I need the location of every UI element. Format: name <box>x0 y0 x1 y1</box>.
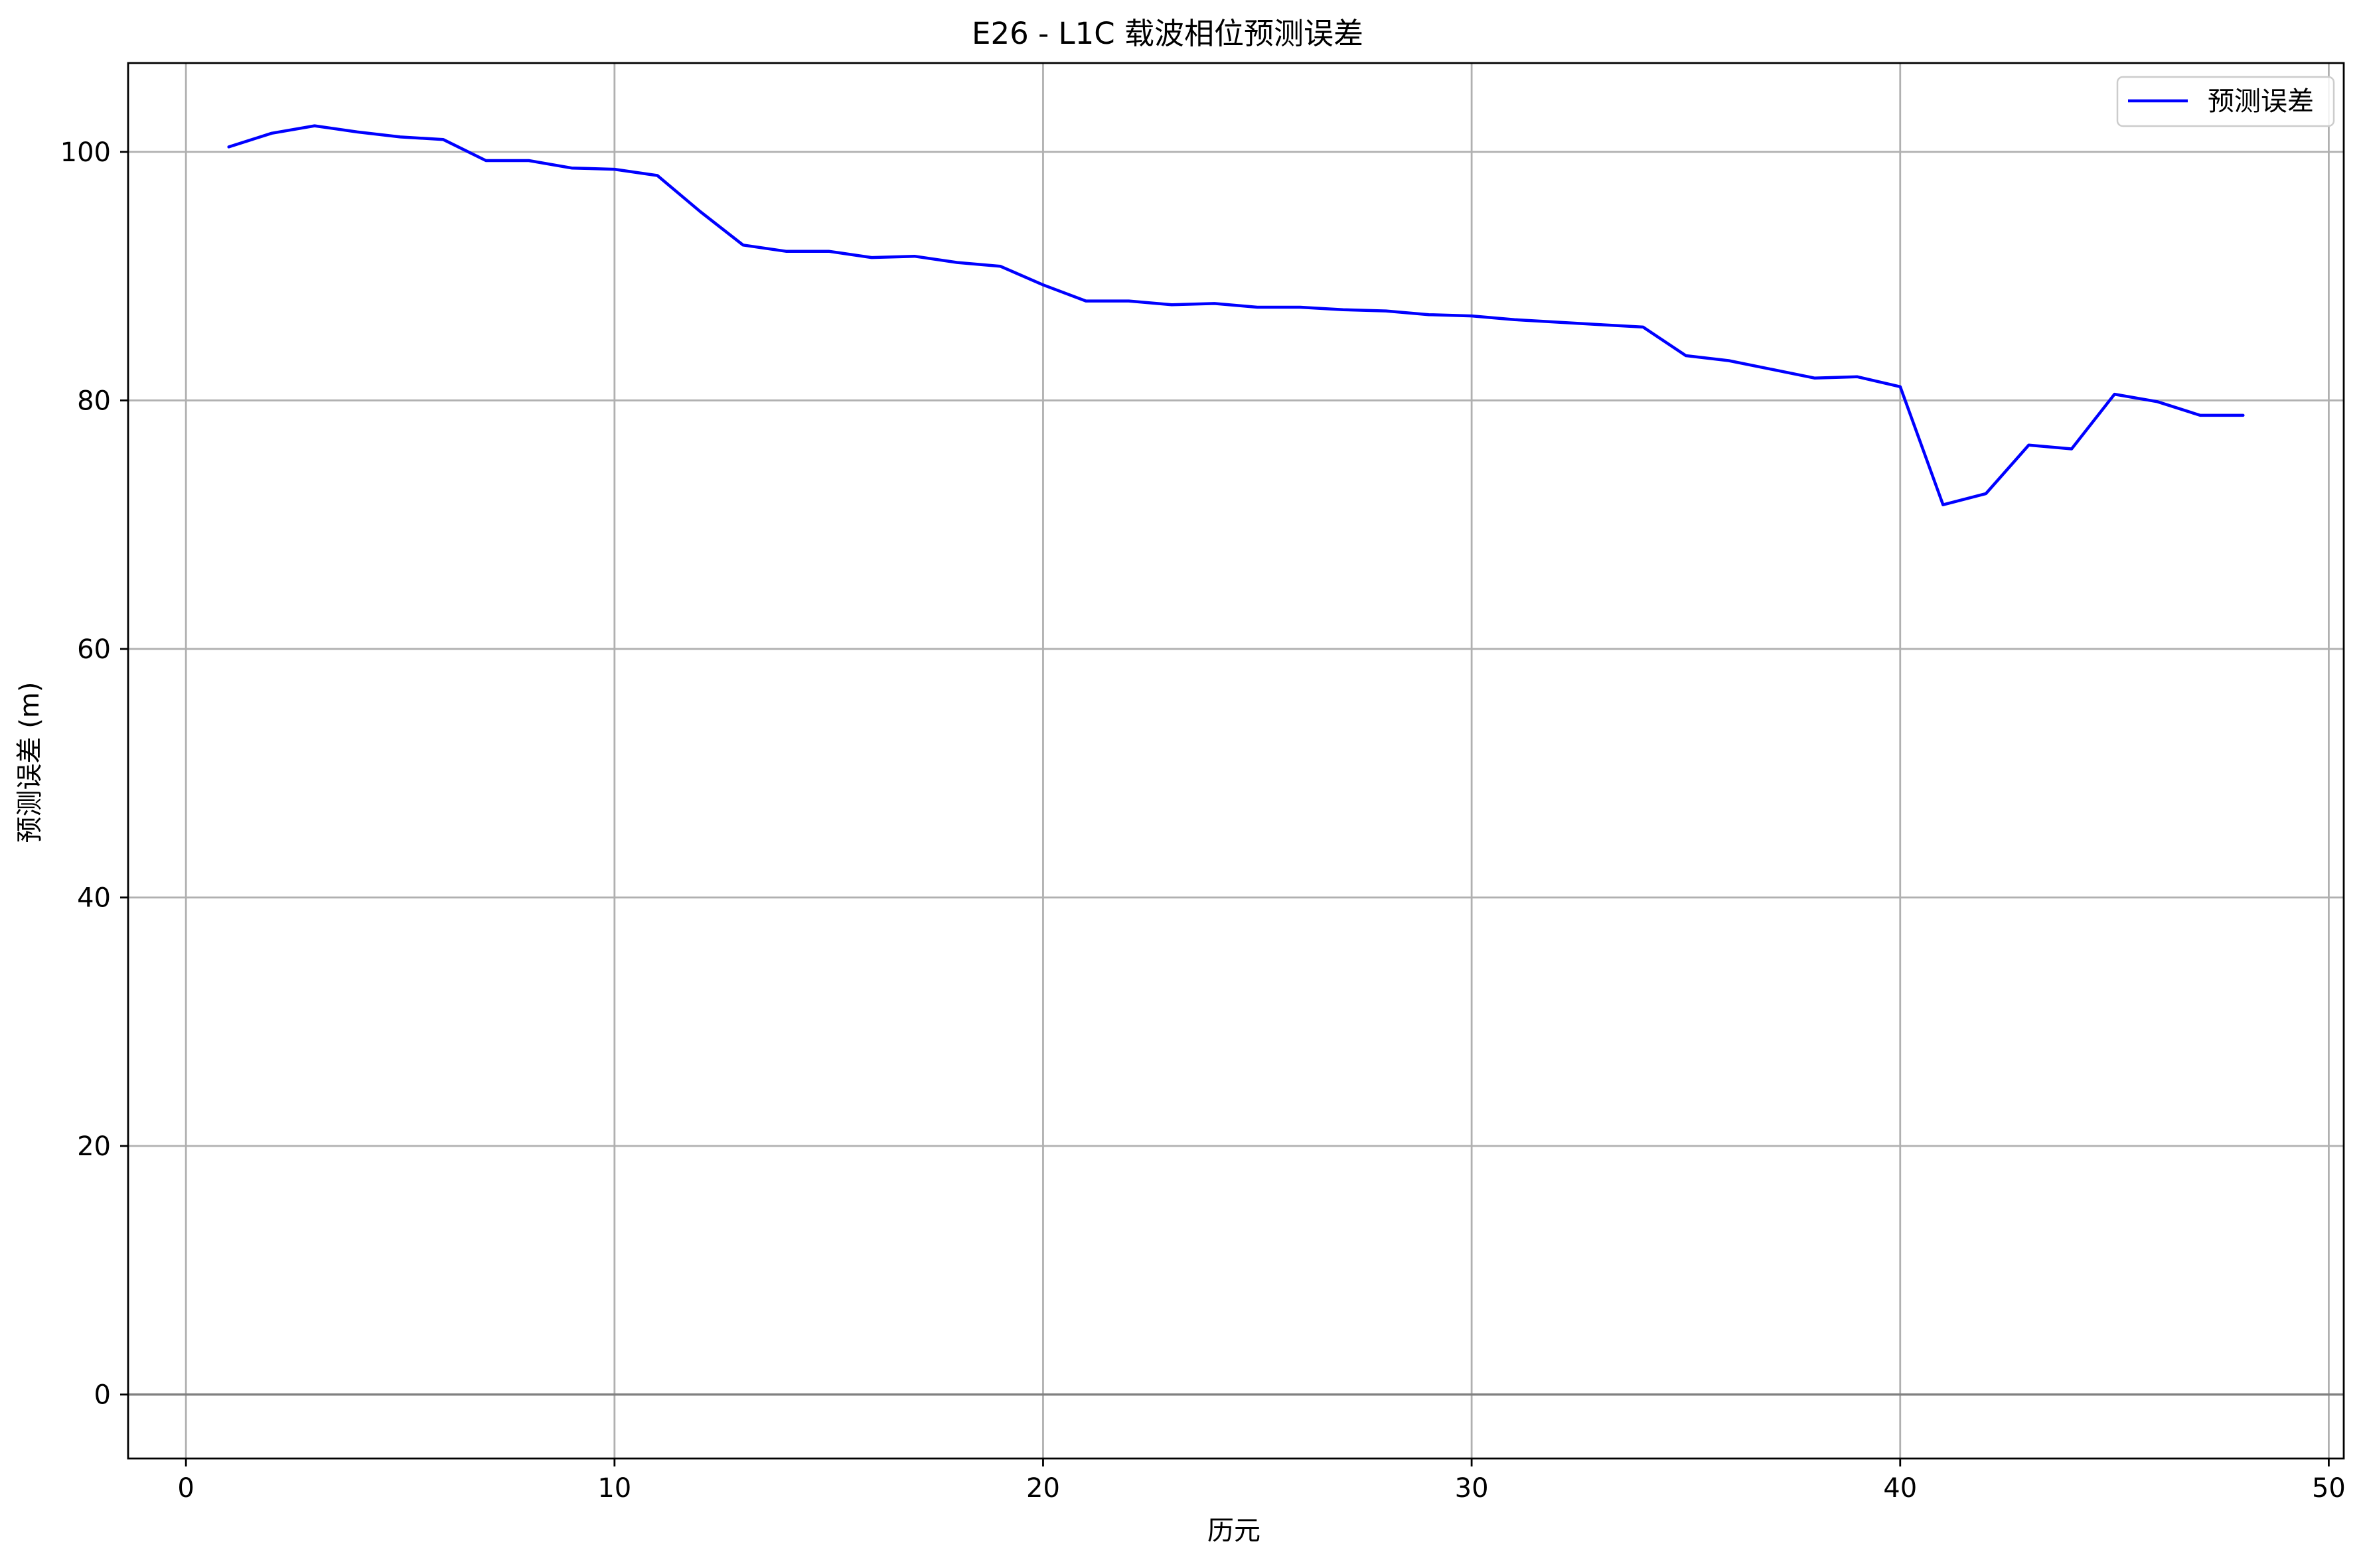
y-tick-label: 100 <box>60 137 111 168</box>
x-tick-label: 0 <box>177 1473 194 1504</box>
y-tick-label: 40 <box>77 883 111 913</box>
legend-label: 预测误差 <box>2208 86 2314 117</box>
x-tick-label: 10 <box>597 1473 631 1504</box>
y-tick-label: 60 <box>77 634 111 665</box>
x-tick-label: 40 <box>1883 1473 1917 1504</box>
y-tick-label: 80 <box>77 386 111 416</box>
x-tick-label: 50 <box>2312 1473 2346 1504</box>
x-tick-label: 30 <box>1455 1473 1489 1504</box>
x-tick-label: 20 <box>1026 1473 1060 1504</box>
y-tick-label: 0 <box>94 1380 111 1411</box>
y-tick-label: 20 <box>77 1131 111 1162</box>
x-axis-label: 历元 <box>1207 1516 1260 1546</box>
legend: 预测误差 <box>2117 77 2334 126</box>
y-axis-label: 预测误差 (m) <box>15 682 45 843</box>
chart-title: E26 - L1C 载波相位预测误差 <box>972 16 1363 51</box>
